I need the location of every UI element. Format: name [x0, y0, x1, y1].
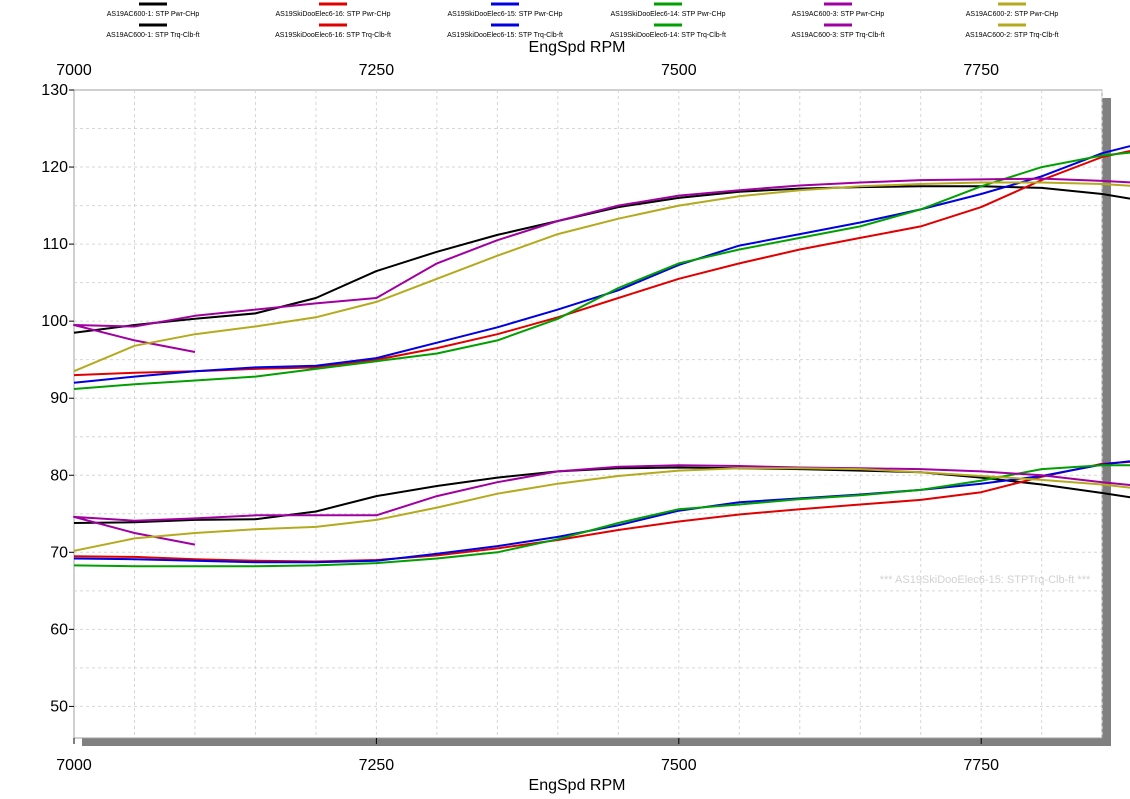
- top-x-axis-ticks: 7000725075007750800082508500: [56, 62, 999, 79]
- legend-label: AS19SkiDooElec6-14: STP Pwr-CHp: [610, 11, 725, 18]
- y-tick-label: 80: [50, 467, 68, 484]
- series-line: [73, 145, 1130, 384]
- bottom-x-axis-title: EngSpd RPM: [529, 777, 626, 794]
- plot-shadow-bottom: [82, 738, 1111, 746]
- legend-label: AS19AC600-3: STP Trq-Clb-ft: [791, 32, 884, 39]
- y-tick-label: 100: [41, 313, 68, 330]
- legend-label: AS19SkiDooElec6-16: STP Trq-Clb-ft: [275, 32, 391, 39]
- bottom-x-axis-ticks: 7000725075007750800082508500: [56, 738, 999, 774]
- series-line: [73, 467, 1130, 552]
- grid-lines: [74, 90, 1103, 738]
- bottom-x-tick-label: 7250: [359, 757, 395, 774]
- legend-label: AS19AC600-2: STP Trq-Clb-ft: [965, 32, 1058, 39]
- y-tick-label: 130: [41, 82, 68, 99]
- legend: AS19AC600-1: STP Pwr-CHp AS19AC600-1: STP…: [106, 2, 1059, 39]
- series-line: [73, 149, 1130, 377]
- trace-annotation: *** AS19SkiDooElec6-15: STPTrq-Clb-ft **…: [880, 574, 1091, 586]
- series-lines: [73, 145, 1130, 568]
- top-x-tick-label: 7250: [359, 62, 395, 79]
- legend-label: AS19SkiDooElec6-14: STP Trq-Clb-ft: [610, 32, 726, 39]
- top-x-axis-title: EngSpd RPM: [529, 39, 626, 56]
- series-line: [73, 464, 1130, 568]
- top-x-tick-label: 7750: [963, 62, 999, 79]
- legend-label: AS19SkiDooElec6-15: STP Trq-Clb-ft: [447, 32, 563, 39]
- legend-label: AS19SkiDooElec6-15: STP Pwr-CHp: [447, 11, 562, 18]
- series-line: [73, 464, 1130, 546]
- y-tick-label: 50: [50, 698, 68, 715]
- series-line: [73, 466, 1130, 524]
- bottom-x-tick-label: 7750: [963, 757, 999, 774]
- top-x-tick-label: 7000: [56, 62, 92, 79]
- series-line: [73, 151, 1130, 390]
- y-tick-label: 70: [50, 544, 68, 561]
- legend-label: AS19AC600-1: STP Pwr-CHp: [107, 11, 200, 18]
- bottom-x-tick-label: 7000: [56, 757, 92, 774]
- series-line: [73, 181, 1130, 373]
- legend-label: AS19AC600-3: STP Pwr-CHp: [792, 11, 885, 18]
- y-tick-label: 110: [42, 236, 68, 253]
- y-tick-label: 120: [41, 159, 68, 176]
- y-tick-label: 60: [50, 621, 68, 638]
- series-line: [73, 177, 1130, 353]
- top-x-tick-label: 7500: [661, 62, 697, 79]
- legend-label: AS19AC600-2: STP Pwr-CHp: [966, 11, 1059, 18]
- legend-label: AS19AC600-1: STP Trq-Clb-ft: [106, 32, 199, 39]
- plot-shadow: [1102, 98, 1111, 746]
- y-tick-label: 90: [50, 390, 68, 407]
- plot-area: [73, 89, 1103, 739]
- bottom-x-tick-label: 7500: [661, 757, 697, 774]
- y-axis-ticks: 50 60 70 80 90 100 110 120 130: [41, 82, 74, 715]
- legend-label: AS19SkiDooElec6-16: STP Pwr-CHp: [275, 11, 390, 18]
